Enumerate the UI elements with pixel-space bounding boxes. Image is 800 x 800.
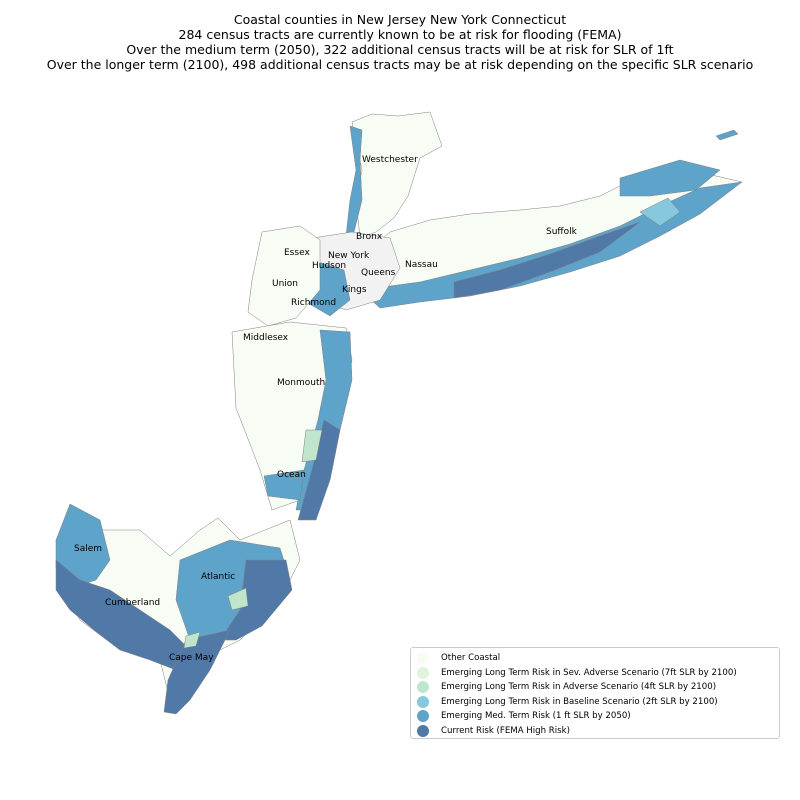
label-ocean: Ocean xyxy=(277,470,306,480)
legend-label: Other Coastal xyxy=(441,653,501,663)
legend-label: Emerging Long Term Risk in Baseline Scen… xyxy=(441,696,718,707)
label-hudson: Hudson xyxy=(312,261,346,271)
label-union: Union xyxy=(272,279,298,289)
label-suffolk: Suffolk xyxy=(546,227,578,237)
legend-item: Other Coastal xyxy=(417,651,500,665)
label-cumberland: Cumberland xyxy=(105,598,160,608)
legend-item: Current Risk (FEMA High Risk) xyxy=(417,724,570,738)
westchester-region xyxy=(351,111,443,239)
legend-swatch xyxy=(417,710,429,722)
title-line-4: Over the longer term (2100), 498 additio… xyxy=(46,57,754,72)
label-richmond: Richmond xyxy=(291,298,336,308)
label-middlesex: Middlesex xyxy=(243,333,289,343)
legend-label: Current Risk (FEMA High Risk) xyxy=(441,725,570,736)
label-essex: Essex xyxy=(284,248,310,258)
ocean-baseline-patch xyxy=(263,469,305,501)
label-westchester: Westchester xyxy=(362,155,418,165)
legend-swatch xyxy=(417,724,429,737)
north-jersey-region xyxy=(247,225,321,327)
legend-label: Emerging Long Term Risk in Sev. Adverse … xyxy=(441,667,737,678)
legend-label: Emerging Med. Term Risk (1 ft SLR by 205… xyxy=(441,711,631,721)
legend-item: Emerging Long Term Risk in Adverse Scena… xyxy=(417,680,716,694)
label-nassau: Nassau xyxy=(405,260,438,270)
map-legend: Other Coastal Emerging Long Term Risk in … xyxy=(410,647,780,739)
ocean-adverse-patch xyxy=(301,429,323,463)
county-labels: Westchester Suffolk Bronx Essex New York… xyxy=(74,155,578,663)
label-new-york: New York xyxy=(328,251,370,261)
title-line-1: Coastal counties in New Jersey New York … xyxy=(233,12,567,27)
atlantic-current-risk xyxy=(219,559,293,641)
map-title: Coastal counties in New Jersey New York … xyxy=(0,12,800,72)
label-monmouth: Monmouth xyxy=(277,378,325,388)
label-kings: Kings xyxy=(342,285,367,295)
fishers-island xyxy=(715,129,739,141)
long-island-south-current xyxy=(453,221,641,299)
long-island-baseline-patch xyxy=(639,197,681,227)
legend-label: Emerging Long Term Risk in Adverse Scena… xyxy=(441,682,717,692)
cape-may-current xyxy=(163,629,231,715)
title-line-2: 284 census tracts are currently known to… xyxy=(178,27,622,42)
legend-swatch xyxy=(417,681,429,693)
legend-item: Emerging Med. Term Risk (1 ft SLR by 205… xyxy=(417,709,631,723)
label-atlantic: Atlantic xyxy=(201,572,235,582)
legend-item: Emerging Long Term Risk in Sev. Adverse … xyxy=(417,666,737,680)
hudson-river-risk xyxy=(345,125,363,237)
label-bronx: Bronx xyxy=(356,232,383,242)
legend-swatch xyxy=(417,666,429,679)
legend-swatch xyxy=(417,652,429,664)
label-cape-may: Cape May xyxy=(169,653,214,663)
long-island-north-fork xyxy=(619,159,721,197)
legend-item: Emerging Long Term Risk in Baseline Scen… xyxy=(417,695,718,709)
label-salem: Salem xyxy=(74,544,102,554)
legend-swatch xyxy=(417,695,429,708)
cape-may-adverse-patch xyxy=(183,631,201,649)
label-queens: Queens xyxy=(361,268,396,278)
atlantic-adverse-patch xyxy=(227,587,249,611)
title-line-3: Over the medium term (2050), 322 additio… xyxy=(126,42,674,57)
ocean-current-risk xyxy=(297,419,341,521)
